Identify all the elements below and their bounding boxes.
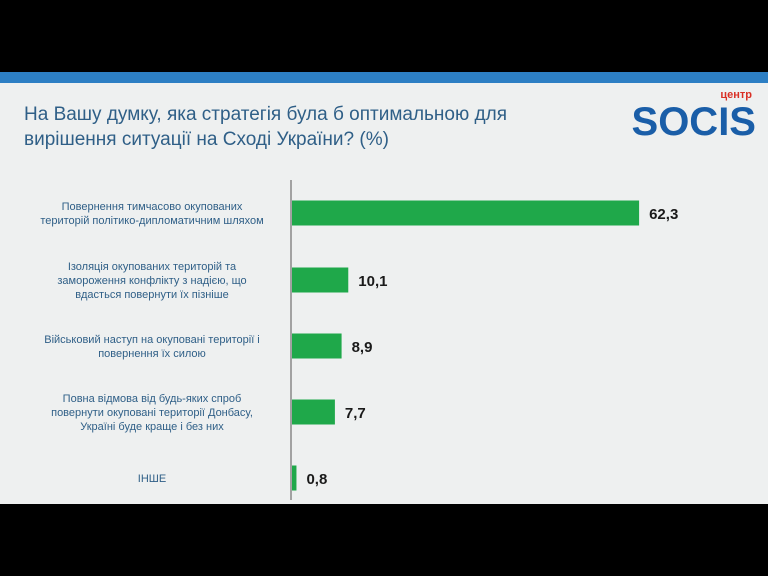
bar-value-label-1: 62,3 — [649, 206, 678, 223]
category-label-line: замороження конфлікту з надією, що — [57, 275, 246, 287]
bar-value-label-2: 10,1 — [358, 273, 387, 290]
chart-title-line-2: вирішення ситуації на Сході України? (%) — [24, 129, 389, 150]
logo-small-text: центр — [720, 89, 752, 101]
bar-4 — [292, 399, 335, 425]
category-label-line: територій політико-дипломатичним шляхом — [40, 215, 263, 227]
category-label-line: Військовий наступ на окуповані території… — [44, 334, 260, 346]
bar-value-label-5: 0,8 — [306, 471, 327, 488]
chart-title-line-1: На Вашу думку, яка стратегія була б опти… — [24, 104, 507, 125]
logo-text: SOCIS — [632, 100, 756, 144]
letterbox-bottom — [0, 504, 768, 576]
category-label-4: Повна відмова від будь-яких спроб поверну… — [51, 393, 253, 433]
category-label-line: повернути окуповані території Донбасу, — [51, 407, 253, 419]
slide-background — [0, 72, 768, 504]
bar-value-label-3: 8,9 — [352, 339, 373, 356]
bar-2 — [292, 267, 349, 293]
category-label-1: Повернення тимчасово окупованих територій… — [40, 201, 263, 227]
bar-5 — [292, 465, 297, 491]
socis-logo: центр SOCIS — [632, 89, 756, 144]
category-label-line: Повна відмова від будь-яких спроб — [63, 393, 242, 405]
category-label-line: Повернення тимчасово окупованих — [62, 201, 243, 213]
category-label-line: вдасться повернути їх пізніше — [75, 289, 228, 301]
category-label-line: ІНШЕ — [138, 473, 166, 485]
chart-bars: 62,3 Повернення тимчасово окупованих терит… — [40, 200, 678, 491]
category-label-line: Ізоляція окупованих територій та — [68, 261, 237, 273]
bar-3 — [292, 333, 342, 359]
category-label-2: Ізоляція окупованих територій та замороже… — [57, 261, 246, 301]
category-label-5: ІНШЕ — [138, 473, 166, 485]
letterbox-top — [0, 0, 768, 72]
category-label-line: повернення їх силою — [98, 348, 206, 360]
category-label-3: Військовий наступ на окуповані території… — [44, 334, 260, 360]
bar-1 — [292, 200, 640, 226]
top-band — [0, 72, 768, 83]
bar-value-label-4: 7,7 — [345, 405, 366, 422]
category-label-line: Україні буде краще і без них — [80, 421, 224, 433]
